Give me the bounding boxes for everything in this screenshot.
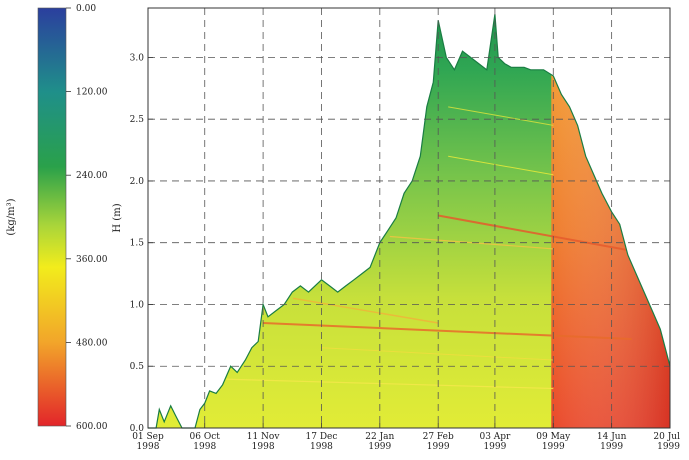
x-tick-year-2: 1998: [252, 442, 275, 452]
x-tick-year-3: 1998: [310, 442, 333, 452]
y-axis-label: H (m): [112, 203, 123, 232]
y-tick-label-6: 3.0: [130, 53, 145, 63]
colorbar-tick-label-3: 360.00: [76, 255, 108, 265]
x-tick-date-7: 09 May: [536, 432, 571, 442]
density-layer-3: [438, 214, 642, 254]
colorbar: 0.00 120.00 240.00 360.00 480.00 600.00 (kg/m…: [6, 4, 108, 432]
density-layer-1: [263, 322, 632, 341]
x-tick-date-3: 17 Dec: [306, 432, 338, 442]
density-layer-6: [321, 347, 554, 361]
colorbar-tick-label-1: 120.00: [76, 88, 108, 98]
density-layer-7: [448, 106, 554, 126]
y-tick-label-1: 0.5: [130, 362, 145, 372]
y-tick-label-3: 1.5: [130, 239, 145, 249]
y-tick-label-2: 1.0: [130, 300, 145, 310]
x-tick-date-9: 20 Jul: [653, 432, 680, 442]
x-tick-year-5: 1999: [427, 442, 450, 452]
colorbar-tick-label-5: 600.00: [76, 422, 108, 432]
colorbar-gradient: [37, 7, 67, 427]
y-tick-label-4: 2.0: [130, 177, 145, 187]
x-tick-date-1: 06 Oct: [190, 432, 221, 442]
x-tick-year-1: 1998: [193, 442, 216, 452]
x-tick-date-8: 14 Jun: [597, 432, 627, 442]
colorbar-tick-label-4: 480.00: [76, 338, 108, 348]
colorbar-tick-label-0: 0.00: [76, 4, 96, 14]
x-tick-date-4: 22 Jan: [365, 432, 394, 442]
y-tick-label-0: 0.0: [130, 424, 145, 434]
snow-surface-line: [148, 14, 671, 429]
density-layer-2: [292, 297, 439, 324]
x-tick-date-2: 11 Nov: [247, 432, 281, 442]
density-layer-4: [389, 235, 554, 250]
x-tick-year-8: 1999: [600, 442, 623, 452]
x-tick-year-9: 1999: [657, 442, 680, 452]
x-tick-year-0: 1998: [137, 442, 160, 452]
x-tick-year-4: 1999: [368, 442, 391, 452]
colorbar-tick-label-2: 240.00: [76, 171, 108, 181]
x-tick-year-6: 1999: [483, 442, 506, 452]
x-tick-year-7: 1999: [542, 442, 565, 452]
x-tick-date-0: 01 Sep: [132, 432, 164, 442]
density-layer-8: [448, 155, 554, 176]
x-tick-date-5: 27 Feb: [423, 432, 454, 442]
colorbar-label: (kg/m³): [6, 198, 17, 235]
plot-frame: [147, 7, 671, 429]
y-tick-label-5: 2.5: [130, 115, 145, 125]
x-tick-date-6: 03 Apr: [479, 432, 511, 442]
snow-melt-shade: [551, 14, 670, 428]
